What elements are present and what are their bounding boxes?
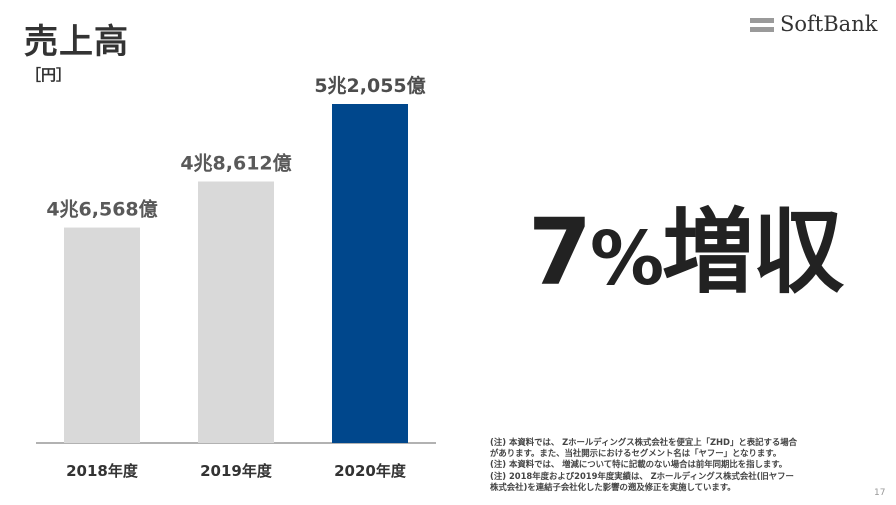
data-label: 4兆8,612億 (180, 152, 291, 175)
bar-2018年度 (64, 227, 140, 443)
page-number: 17 (874, 488, 886, 498)
x-tick-label: 2020年度 (334, 462, 407, 480)
bar-2019年度 (198, 181, 274, 443)
footnotes: (注) 本資料では、 Zホールディングス株式会社を便宜上「ZHD」と表記する場合… (490, 437, 860, 493)
bar-2020年度 (332, 104, 408, 443)
brand-name: SoftBank (780, 12, 878, 36)
headline-suffix: 増収 (662, 199, 844, 306)
footnote-line: (注) 2018年度および2019年度実績は、 Zホールディングス株式会社(旧ヤ… (490, 470, 794, 481)
headline-number: 7 (528, 199, 592, 306)
headline-percent: % (590, 216, 664, 302)
softbank-logo: SoftBank (750, 12, 880, 38)
headline-growth: 7%増収 (528, 178, 844, 311)
data-label: 4兆6,568億 (46, 198, 157, 221)
x-tick-label: 2018年度 (66, 462, 139, 480)
x-tick-label: 2019年度 (200, 462, 273, 480)
footnote-line: (注) 本資料では、 Zホールディングス株式会社を便宜上「ZHD」と表記する場合 (490, 437, 798, 447)
logo-bars-icon (750, 18, 774, 36)
footnote-line: があります。また、当社開示におけるセグメント名は「ヤフー」となります。 (490, 448, 782, 459)
page-title: 売上高 (24, 22, 129, 62)
data-label: 5兆2,055億 (314, 74, 425, 97)
footnote-line: 株式会社)を連結子会社化した影響の遡及修正を実施しています。 (490, 481, 736, 492)
footnote-line: (注) 本資料では、 増減について特に記載のない場合は前年同期比を指します。 (490, 459, 788, 470)
y-axis-unit: ［円］ (26, 66, 72, 84)
